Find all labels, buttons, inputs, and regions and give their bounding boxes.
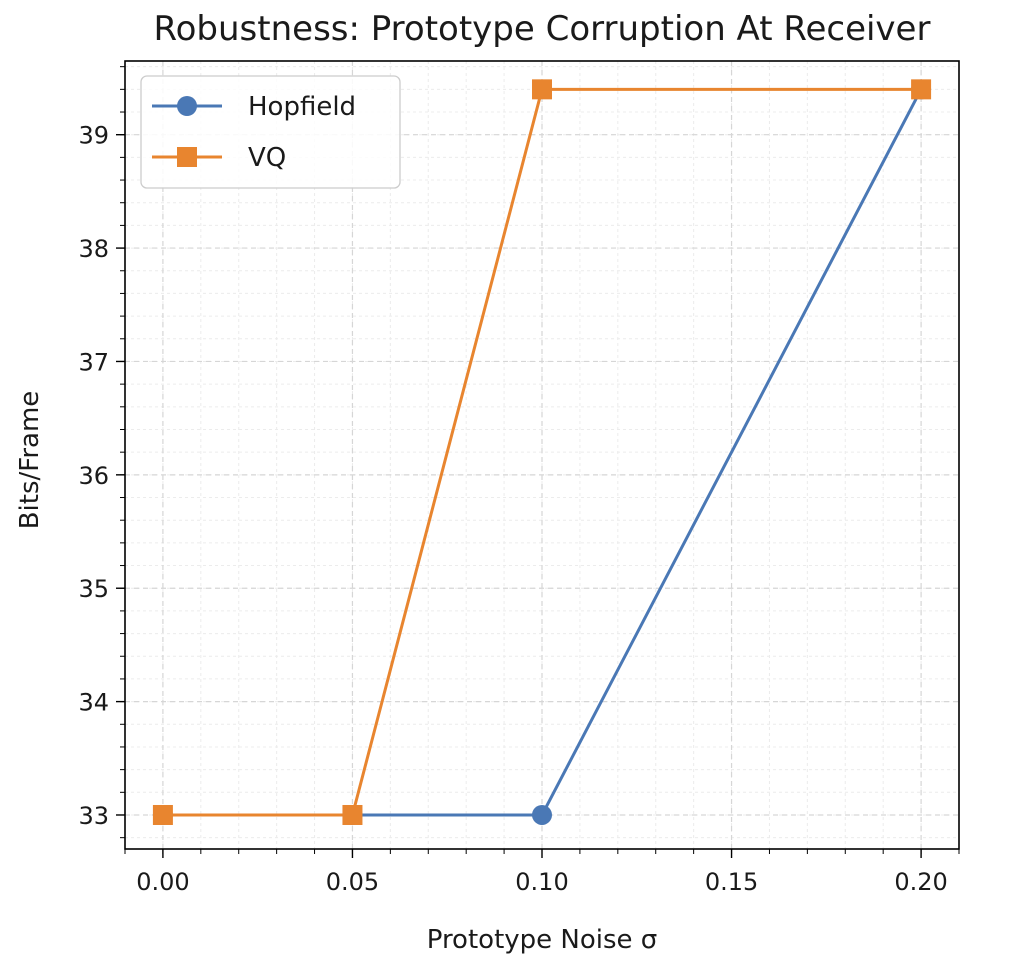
legend-label-vq: VQ — [248, 143, 286, 173]
x-tick-label: 0.20 — [894, 868, 947, 896]
legend-marker-vq — [177, 147, 197, 167]
data-point-hopfield — [532, 804, 552, 825]
x-tick-label: 0.15 — [705, 868, 758, 896]
data-point-vq — [342, 804, 363, 825]
x-axis-label: Prototype Noise σ — [427, 925, 658, 955]
x-tick-label: 0.00 — [136, 868, 189, 896]
y-tick-label: 34 — [78, 689, 109, 717]
x-tick-label: 0.10 — [515, 868, 568, 896]
chart-title: Robustness: Prototype Corruption At Rece… — [154, 9, 931, 49]
y-axis-label: Bits/Frame — [15, 391, 45, 530]
data-point-vq — [152, 804, 173, 825]
legend-box — [140, 75, 401, 189]
y-tick-label: 38 — [78, 235, 109, 263]
tick-layer: 0.00 0.05 0.10 0.15 0.20 33 34 35 36 37 38 39 — [78, 66, 960, 896]
y-tick-label: 39 — [78, 122, 109, 150]
legend: Hopfield VQ — [140, 75, 401, 189]
data-point-vq — [911, 79, 932, 100]
grid-layer — [124, 61, 960, 849]
legend-label-hopfield: Hopfield — [248, 92, 356, 122]
series-line-vq — [162, 87, 922, 817]
y-tick-label: 36 — [78, 462, 109, 490]
y-tick-label: 37 — [78, 348, 109, 376]
y-tick-label: 33 — [78, 802, 109, 830]
legend-marker-hopfield — [177, 96, 197, 116]
data-point-vq — [532, 79, 552, 100]
y-tick-label: 35 — [78, 575, 109, 603]
x-tick-label: 0.05 — [326, 868, 379, 896]
series-layer — [152, 79, 932, 825]
